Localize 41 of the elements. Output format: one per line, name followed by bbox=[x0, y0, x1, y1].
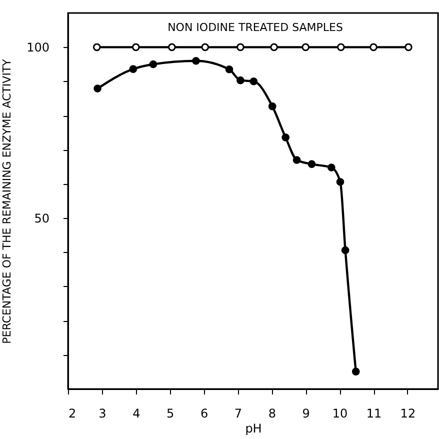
point bbox=[149, 60, 158, 68]
x-tick-label: 4 bbox=[132, 406, 140, 420]
x-axis-title: pH bbox=[245, 422, 262, 436]
point bbox=[201, 43, 210, 52]
point bbox=[336, 178, 344, 186]
point bbox=[236, 76, 244, 84]
x-tick-label: 3 bbox=[98, 406, 106, 420]
point bbox=[168, 43, 176, 52]
point bbox=[268, 102, 276, 110]
x-tick-label: 12 bbox=[400, 406, 416, 420]
point bbox=[129, 65, 138, 73]
point bbox=[192, 56, 200, 65]
y-axis-title: PERCENTAGE OF THE REMAINING ENZYME ACTIVITY bbox=[0, 58, 14, 344]
point bbox=[337, 43, 345, 52]
series-label: NON IODINE TREATED SAMPLES bbox=[168, 21, 343, 34]
point bbox=[352, 368, 360, 376]
point bbox=[225, 65, 234, 74]
point bbox=[292, 156, 301, 164]
point bbox=[132, 43, 140, 52]
point bbox=[308, 160, 316, 168]
point bbox=[370, 43, 378, 52]
x-tick-label: 11 bbox=[366, 406, 382, 420]
point bbox=[282, 134, 290, 142]
x-tick-label: 5 bbox=[166, 406, 174, 420]
point bbox=[404, 43, 412, 52]
x-tick-label: 9 bbox=[302, 406, 310, 420]
point bbox=[302, 43, 310, 52]
x-tick-label: 6 bbox=[200, 406, 208, 420]
x-tick-label: 7 bbox=[234, 406, 242, 420]
x-tick-label: 2 bbox=[68, 406, 76, 420]
point bbox=[250, 77, 258, 86]
y-tick-label: 50 bbox=[34, 212, 50, 226]
point bbox=[94, 84, 102, 92]
point bbox=[270, 43, 278, 52]
point bbox=[236, 43, 244, 52]
point bbox=[341, 246, 350, 254]
x-tick-label: 10 bbox=[332, 406, 348, 420]
point bbox=[328, 164, 336, 172]
y-tick-label: 100 bbox=[26, 40, 50, 55]
x-tick-label: 8 bbox=[268, 406, 276, 420]
point bbox=[92, 43, 101, 52]
